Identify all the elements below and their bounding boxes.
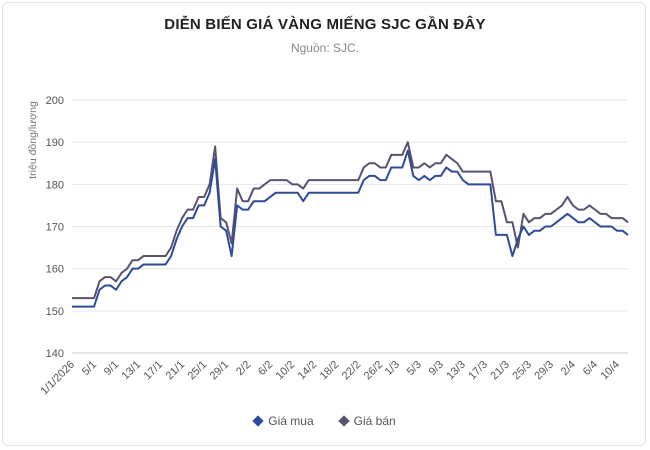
- x-tick-label: 9/3: [427, 359, 446, 378]
- y-tick-label: 160: [46, 264, 64, 276]
- y-tick-label: 150: [46, 306, 64, 318]
- legend-item-sell[interactable]: Giá bán: [337, 414, 396, 428]
- x-tick-label: 29/1: [208, 359, 232, 383]
- x-tick-label: 2/4: [559, 359, 578, 378]
- x-tick-label: 18/2: [318, 359, 342, 383]
- x-tick-label: 17/3: [466, 359, 490, 383]
- x-tick-label: 1/1/2026: [38, 359, 77, 398]
- x-tick-label: 14/2: [296, 359, 320, 383]
- grid: [72, 99, 628, 354]
- x-tick-label: 10/2: [274, 359, 298, 383]
- x-tick-label: 9/1: [102, 359, 121, 378]
- x-tick-label: 10/4: [598, 359, 622, 383]
- y-axis-label: triệu đồng/lượng: [27, 101, 39, 179]
- x-tick-label: 25/1: [186, 359, 210, 383]
- x-axis: 1/1/2026 5/1 9/113/117/121/125/129/1 2/2 6/2…: [38, 359, 622, 398]
- y-tick-label: 170: [46, 222, 64, 234]
- x-tick-label: 5/1: [80, 359, 99, 378]
- x-tick-label: 21/3: [488, 359, 512, 383]
- x-tick-label: 5/3: [405, 359, 424, 378]
- legend-label-buy: Giá mua: [268, 414, 314, 428]
- y-tick-label: 180: [46, 179, 64, 191]
- legend: Giá mua Giá bán: [0, 414, 650, 428]
- legend-label-sell: Giá bán: [353, 414, 396, 428]
- x-tick-label: 22/2: [340, 359, 364, 383]
- y-tick-label: 200: [46, 95, 64, 107]
- chart-card: [2, 2, 646, 446]
- x-tick-label: 1/3: [383, 359, 402, 378]
- y-tick-label: 140: [46, 348, 64, 360]
- x-tick-label: 6/4: [581, 359, 600, 378]
- x-tick-label: 13/1: [120, 359, 144, 383]
- diamond-marker-icon: [337, 415, 350, 427]
- series-line-buy: [72, 149, 629, 308]
- x-tick-label: 17/1: [142, 359, 166, 383]
- x-tick-label: 25/3: [510, 359, 534, 383]
- x-tick-label: 13/3: [444, 359, 468, 383]
- y-axis: 140 150 160 170 180 190 200: [46, 95, 64, 360]
- x-tick-label: 21/1: [164, 359, 188, 383]
- x-tick-label: 29/3: [532, 359, 556, 383]
- diamond-marker-icon: [252, 415, 264, 427]
- series-line-sell: [72, 141, 629, 300]
- chart-title: DIỄN BIẾN GIÁ VÀNG MIẾNG SJC GẦN ĐÂY: [164, 16, 486, 33]
- x-tick-label: 26/2: [362, 359, 386, 383]
- x-tick-label: 2/2: [234, 359, 253, 378]
- series-lines: [72, 141, 629, 308]
- x-tick-label: 6/2: [256, 359, 275, 378]
- legend-item-buy[interactable]: Giá mua: [252, 414, 314, 428]
- chart-subtitle: Nguồn: SJC.: [290, 41, 360, 55]
- y-tick-label: 190: [46, 137, 64, 149]
